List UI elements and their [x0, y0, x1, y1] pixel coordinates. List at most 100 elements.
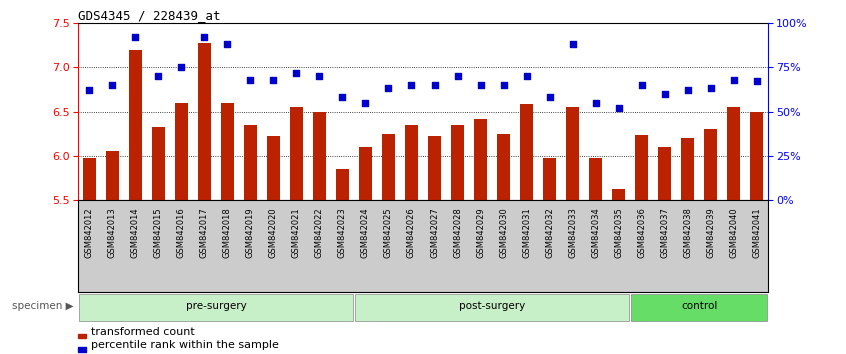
- Text: GSM842018: GSM842018: [222, 207, 232, 258]
- Bar: [244, 125, 256, 200]
- Bar: [543, 158, 556, 200]
- Point: [244, 77, 257, 82]
- Text: GSM842016: GSM842016: [177, 207, 186, 258]
- Text: GSM842031: GSM842031: [522, 207, 531, 258]
- Point: [543, 95, 557, 100]
- Point: [313, 73, 327, 79]
- Bar: [613, 188, 625, 200]
- Bar: [198, 44, 211, 200]
- Point: [174, 64, 188, 70]
- Bar: [728, 107, 740, 200]
- Point: [129, 34, 142, 40]
- Bar: [705, 129, 717, 200]
- Text: specimen ▶: specimen ▶: [12, 302, 74, 312]
- Text: GSM842022: GSM842022: [315, 207, 324, 258]
- Bar: [451, 125, 464, 200]
- Bar: [497, 133, 510, 200]
- Bar: [360, 147, 371, 200]
- Text: percentile rank within the sample: percentile rank within the sample: [91, 341, 278, 350]
- Point: [474, 82, 487, 88]
- Text: post-surgery: post-surgery: [459, 302, 525, 312]
- Text: transformed count: transformed count: [91, 327, 195, 337]
- Bar: [313, 112, 326, 200]
- FancyBboxPatch shape: [631, 293, 767, 321]
- Text: GSM842021: GSM842021: [292, 207, 301, 258]
- Bar: [658, 147, 671, 200]
- Bar: [152, 126, 165, 200]
- Text: GSM842017: GSM842017: [200, 207, 209, 258]
- Point: [404, 82, 418, 88]
- Text: GSM842026: GSM842026: [407, 207, 416, 258]
- Text: GDS4345 / 228439_at: GDS4345 / 228439_at: [78, 9, 220, 22]
- Text: GSM842015: GSM842015: [154, 207, 163, 258]
- Point: [566, 41, 580, 47]
- Text: GSM842034: GSM842034: [591, 207, 600, 258]
- Point: [658, 91, 672, 97]
- Point: [681, 87, 695, 93]
- Text: GSM842027: GSM842027: [430, 207, 439, 258]
- Point: [151, 73, 165, 79]
- Bar: [635, 135, 648, 200]
- Text: GSM842013: GSM842013: [107, 207, 117, 258]
- Bar: [83, 159, 96, 200]
- Bar: [475, 119, 486, 200]
- Text: GSM842019: GSM842019: [246, 207, 255, 258]
- Text: GSM842029: GSM842029: [476, 207, 485, 258]
- Text: GSM842012: GSM842012: [85, 207, 94, 258]
- Bar: [405, 125, 418, 200]
- Bar: [175, 103, 188, 200]
- Bar: [267, 136, 280, 200]
- Text: GSM842023: GSM842023: [338, 207, 347, 258]
- Text: GSM842020: GSM842020: [269, 207, 278, 258]
- Point: [704, 86, 717, 91]
- Bar: [428, 136, 441, 200]
- Bar: [290, 107, 303, 200]
- Point: [727, 77, 740, 82]
- Bar: [106, 152, 118, 200]
- Text: GSM842041: GSM842041: [752, 207, 761, 258]
- Bar: [681, 138, 694, 200]
- Text: GSM842024: GSM842024: [361, 207, 370, 258]
- Point: [589, 100, 602, 105]
- Point: [359, 100, 372, 105]
- Point: [289, 70, 303, 75]
- Text: GSM842014: GSM842014: [131, 207, 140, 258]
- Bar: [590, 159, 602, 200]
- Text: GSM842025: GSM842025: [384, 207, 393, 258]
- Bar: [566, 107, 579, 200]
- Bar: [382, 133, 395, 200]
- Point: [612, 105, 625, 111]
- Bar: [336, 169, 349, 200]
- Bar: [520, 104, 533, 200]
- FancyBboxPatch shape: [354, 293, 629, 321]
- Point: [497, 82, 510, 88]
- Text: GSM842038: GSM842038: [683, 207, 692, 258]
- Point: [519, 73, 533, 79]
- Point: [106, 82, 119, 88]
- Point: [750, 79, 763, 84]
- Text: pre-surgery: pre-surgery: [185, 302, 246, 312]
- Text: GSM842030: GSM842030: [499, 207, 508, 258]
- Point: [382, 86, 395, 91]
- Text: GSM842033: GSM842033: [568, 207, 577, 258]
- Text: GSM842036: GSM842036: [637, 207, 646, 258]
- Point: [634, 82, 648, 88]
- Text: GSM842032: GSM842032: [545, 207, 554, 258]
- Text: GSM842035: GSM842035: [614, 207, 624, 258]
- Point: [198, 34, 212, 40]
- Text: GSM842028: GSM842028: [453, 207, 462, 258]
- Point: [428, 82, 442, 88]
- Text: GSM842037: GSM842037: [660, 207, 669, 258]
- Point: [221, 41, 234, 47]
- Text: control: control: [681, 302, 717, 312]
- Text: GSM842040: GSM842040: [729, 207, 739, 258]
- Point: [336, 95, 349, 100]
- Point: [451, 73, 464, 79]
- Bar: [750, 112, 763, 200]
- Bar: [129, 50, 141, 200]
- Point: [83, 87, 96, 93]
- Bar: [221, 103, 233, 200]
- Text: GSM842039: GSM842039: [706, 207, 715, 258]
- Point: [266, 77, 280, 82]
- FancyBboxPatch shape: [79, 293, 353, 321]
